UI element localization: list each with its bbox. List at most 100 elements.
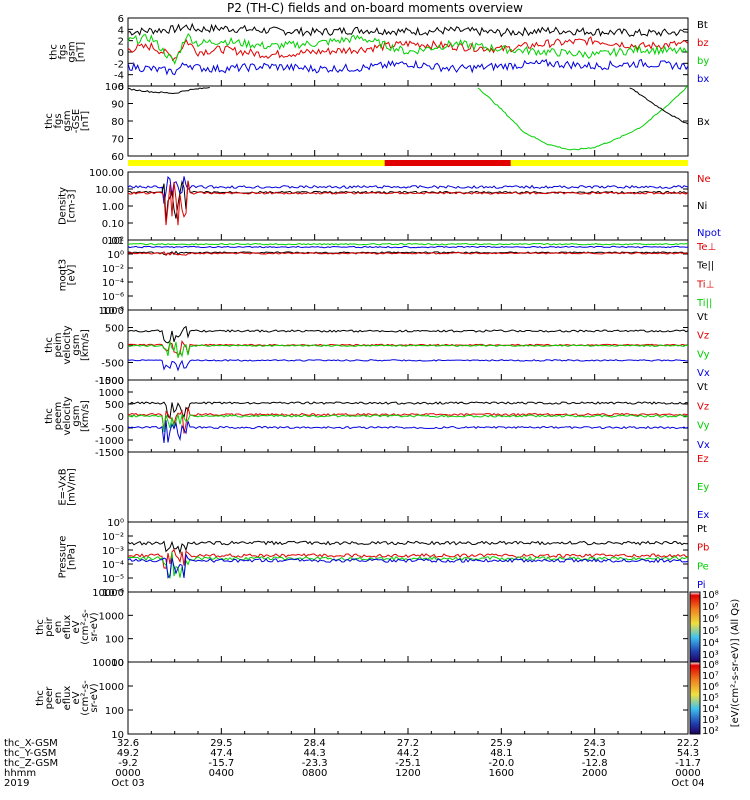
colorbar-tick-label: 10⁵	[702, 693, 719, 704]
colorbar-upper	[689, 591, 701, 663]
fgs_gsm-ytick-label: -4	[114, 71, 124, 82]
fgs_gsm-legend-by: by	[697, 56, 709, 67]
fgs_gse-ytick-label: 70	[111, 135, 124, 146]
temperature-trace-blue	[127, 245, 689, 249]
peim_velocity-trace-blue	[127, 359, 689, 372]
orbit-value: -23.3	[302, 758, 328, 769]
pressure-ytick-label: 10⁻⁶	[102, 588, 124, 599]
peim_velocity-ylabel: [km/s]	[80, 329, 91, 361]
orbit-value: -25.1	[395, 758, 421, 769]
peim_velocity-ylabel: peim	[53, 332, 64, 357]
peim_velocity-ytick-label: 500	[105, 324, 124, 335]
peem_velocity-ytick-label: -1500	[95, 448, 124, 459]
fgs_gse-ylabel: -GSE	[71, 109, 82, 133]
orbit-value: 0800	[302, 768, 327, 779]
peem_velocity-ytick-label: 500	[105, 400, 124, 411]
orbit-value: 47.4	[210, 748, 232, 759]
orbit-value: -9.2	[118, 758, 138, 769]
fgs_gsm-ytick-label: -2	[114, 59, 124, 70]
temperature-ytick-label: 10⁻⁴	[102, 278, 124, 289]
efield-ylabel: E=-VxB	[58, 468, 69, 505]
pressure-ytick-label: 10⁻⁴	[102, 560, 124, 571]
pressure-ytick-label: 10⁰	[107, 518, 124, 529]
peem_velocity-ytick-label: 1500	[99, 376, 124, 387]
peim_velocity-ylabel: velocity	[62, 325, 73, 364]
fgs_gsm-series-bx	[127, 58, 689, 76]
peer_eflux-ytick-label: 1000	[99, 682, 124, 693]
fgs_gsm-ytick-label: 0	[118, 48, 124, 59]
peir_eflux-ylabel: en	[53, 621, 64, 634]
fgs_gsm-legend-Bt: Bt	[697, 20, 708, 31]
density-ylabel: Density	[58, 187, 69, 225]
orbit-value: 0000	[115, 768, 140, 779]
fgs_gse-ylabel: gsm	[62, 110, 73, 131]
peer_eflux-ylabel: (cm²-s-	[80, 680, 91, 716]
fgs_gsm-series-by	[127, 32, 689, 65]
pressure-trace-red	[127, 548, 688, 569]
peim_velocity-legend-Vx: Vx	[697, 368, 710, 379]
fgs_gse-ytick-label: 60	[111, 152, 124, 163]
peim_velocity-ylabel: gsm	[71, 334, 82, 355]
efield-legend-Ex: Ex	[697, 510, 709, 521]
orbit-value: 25.9	[490, 738, 512, 749]
density-frame	[127, 171, 689, 241]
fgs_gsm-ylabel: thc	[49, 44, 60, 60]
pressure-ytick-label: 10⁻⁵	[102, 574, 124, 585]
peir_eflux-ylabel: peir	[44, 616, 55, 636]
peer_eflux-ylabel: peer	[44, 686, 55, 710]
density-legend-Ne: Ne	[697, 174, 711, 185]
fgs_gsm-series-bz	[127, 36, 689, 62]
pressure-trace-blue	[127, 552, 689, 579]
fgs_gsm-legend-bx: bx	[697, 74, 709, 85]
temperature-ytick-label: 10⁻⁶	[102, 292, 124, 303]
peem_velocity-ylabel: thc	[44, 408, 55, 424]
peim_velocity-trace-green	[127, 341, 689, 359]
colorbar-tick-label: 10⁵	[702, 626, 719, 637]
orbit-row-label: thc_Y-GSM	[4, 748, 56, 759]
orbit-value: 2000	[582, 768, 607, 779]
peem_velocity-trace-blue	[127, 420, 689, 443]
peem_velocity-legend-Vz: Vz	[697, 401, 709, 412]
orbit-value: 48.1	[490, 748, 512, 759]
fgs_gsm-series-bt	[127, 22, 689, 38]
fgs_gse-ytick-label: 100	[105, 82, 124, 93]
peim_velocity-legend-Vt: Vt	[697, 312, 708, 323]
fgs_gsm-ytick-label: -6	[114, 82, 124, 93]
mode-bar-red	[384, 160, 511, 166]
efield-frame	[127, 451, 689, 523]
fgs_gse-ylabel: thc	[44, 113, 55, 129]
fgs_gse-frame	[127, 85, 689, 157]
orbit-row-label: thc_Z-GSM	[4, 758, 58, 769]
colorbar-tick-label: 10³	[702, 715, 719, 726]
density-legend-Ni: Ni	[697, 201, 707, 212]
peer_eflux-frame	[127, 661, 689, 735]
efield-legend-Ez: Ez	[697, 454, 709, 465]
orbit-row-label: 2019	[4, 778, 29, 789]
orbit-row-label: thc_X-GSM	[4, 738, 58, 749]
temperature-ylabel: [eV]	[67, 265, 78, 286]
orbit-row-label: hhmm	[4, 768, 36, 779]
peir_eflux-ylabel: (cm²-s-	[80, 609, 91, 645]
temperature-ytick-label: 10²	[107, 236, 124, 247]
peir_eflux-ylabel: thc	[35, 619, 46, 635]
orbit-value: 28.4	[304, 738, 326, 749]
temperature-ytick-label: 10⁻²	[102, 264, 124, 275]
temperature-trace-green	[127, 242, 689, 246]
temperature-trace-black	[127, 250, 689, 256]
colorbar-tick-label: 10²	[702, 726, 719, 737]
fgs_gsm-ylabel: fgs	[58, 44, 69, 59]
peem_velocity-trace-green	[127, 412, 689, 433]
temperature-legend-Te⊥: Te⊥	[696, 242, 716, 253]
peem_velocity-legend-Vt: Vt	[697, 382, 708, 393]
density-ytick-label: 10.00	[95, 185, 124, 196]
peer_eflux-ytick-label: 100	[105, 706, 124, 717]
page-title: P2 (TH-C) fields and on-board moments ov…	[227, 1, 523, 15]
efield-ylabel: [mV/m]	[67, 468, 78, 506]
density-ytick-label: 1.00	[102, 202, 124, 213]
peer_eflux-ylabel: thc	[35, 690, 46, 706]
pressure-legend-Pe: Pe	[697, 561, 709, 572]
fgs_gse-ylabel: fgs	[53, 113, 64, 128]
peer_eflux-ytick-label: 10	[111, 730, 124, 741]
orbit-value: 49.2	[117, 748, 139, 759]
peim_velocity-legend-Vz: Vz	[697, 331, 709, 342]
